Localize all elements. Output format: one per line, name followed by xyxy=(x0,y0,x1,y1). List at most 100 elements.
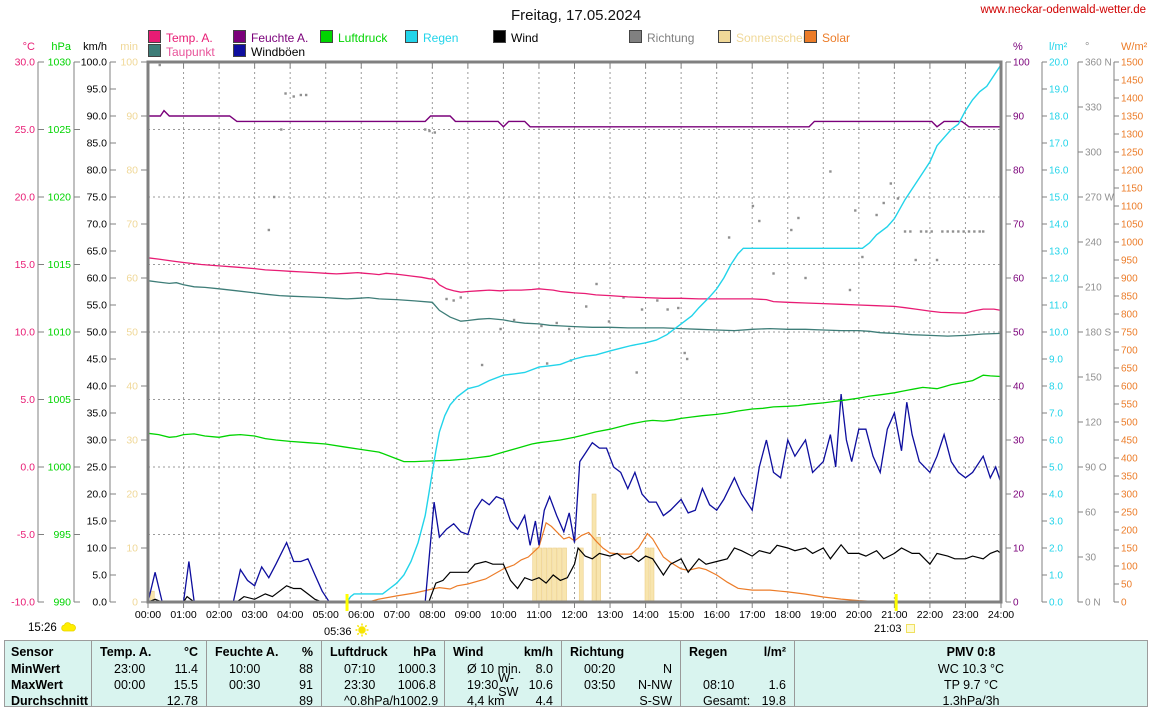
svg-text:1100: 1100 xyxy=(1121,202,1143,213)
x-tick-label: 08:00 xyxy=(419,609,446,621)
svg-text:360 N: 360 N xyxy=(1085,58,1112,69)
x-tick-label: 06:00 xyxy=(348,609,375,621)
stats-value-row: 07:10 1000.3 xyxy=(344,662,436,676)
svg-text:10: 10 xyxy=(126,543,138,555)
svg-text:500: 500 xyxy=(1121,418,1138,429)
stats-row-headers: Sensor MinWert MaxWert Durchschnitt xyxy=(5,641,91,708)
x-tick-label: 19:00 xyxy=(810,609,837,621)
stats-value-row: 89 xyxy=(299,694,313,708)
series-taupunkt xyxy=(147,280,1002,337)
svg-text:3.0: 3.0 xyxy=(1049,517,1063,528)
svg-text:100: 100 xyxy=(1013,58,1030,69)
row-header: MinWert xyxy=(11,662,61,676)
svg-text:0.0: 0.0 xyxy=(20,462,35,474)
svg-text:350: 350 xyxy=(1121,472,1138,483)
plot-frame xyxy=(146,60,1003,608)
stats-value-row: 00:20 N xyxy=(584,662,672,676)
svg-text:80.0: 80.0 xyxy=(87,165,108,177)
legend-swatch xyxy=(233,30,246,43)
legend-swatch xyxy=(320,30,333,43)
stats-value-row: Ø 10 min. 8.0 xyxy=(467,662,553,676)
svg-text:550: 550 xyxy=(1121,400,1138,411)
svg-text:-10.0: -10.0 xyxy=(11,597,35,609)
svg-text:600: 600 xyxy=(1121,382,1138,393)
axis-unit-lm2: l/m² xyxy=(1049,41,1068,53)
svg-text:16.0: 16.0 xyxy=(1049,166,1069,177)
stats-col-header: Temp. A. °C xyxy=(100,645,198,659)
x-tick-label: 21:00 xyxy=(881,609,908,621)
grid-lines xyxy=(148,62,1001,602)
axis-unit-temp: °C xyxy=(23,41,35,53)
svg-text:19.0: 19.0 xyxy=(1049,85,1069,96)
svg-text:40: 40 xyxy=(126,381,138,393)
legend-label: Luftdruck xyxy=(338,31,388,45)
stats-value-row: 03:50 N-NW xyxy=(584,678,672,692)
svg-text:70.0: 70.0 xyxy=(87,219,108,231)
legend-item-feuchte-a-: Feuchte A. xyxy=(233,30,308,45)
stats-value-row: S-SW xyxy=(639,694,672,708)
sunrise-time-label: 05:36 xyxy=(324,626,352,638)
svg-text:40: 40 xyxy=(1013,382,1025,393)
website-link[interactable]: www.neckar-odenwald-wetter.de xyxy=(980,4,1146,16)
legend-item-wind: Wind xyxy=(493,30,538,45)
svg-text:4.0: 4.0 xyxy=(1049,490,1063,501)
svg-text:20: 20 xyxy=(126,489,138,501)
svg-text:35.0: 35.0 xyxy=(87,408,108,420)
svg-text:1050: 1050 xyxy=(1121,220,1144,231)
svg-text:60: 60 xyxy=(1085,508,1097,519)
stats-value-row: 23:30 1006.8 xyxy=(344,678,436,692)
legend-item-temp-a-: Temp. A. xyxy=(148,30,213,45)
svg-text:0.0: 0.0 xyxy=(1049,598,1063,609)
svg-text:60.0: 60.0 xyxy=(87,273,108,285)
svg-text:65.0: 65.0 xyxy=(87,246,108,258)
x-axis-labels: 00:00 01:00 02:00 03:00 04:00 05:00 06:00 07:00… xyxy=(0,609,1152,623)
svg-text:180 S: 180 S xyxy=(1085,328,1111,339)
sunset-time-label: 21:03 xyxy=(874,623,902,635)
axis-hpa: 1030 1025 1020 1015 1010 1005 1000 995 990 hPa xyxy=(48,41,80,609)
x-tick-label: 03:00 xyxy=(241,609,268,621)
stats-value-row: 10:00 88 xyxy=(229,662,313,676)
svg-text:11.0: 11.0 xyxy=(1049,301,1068,312)
sunset-time: 21:03 xyxy=(874,623,916,635)
svg-text:1010: 1010 xyxy=(48,327,72,339)
stats-col-pmv-0-8: PMV 0:8 WC 10.3 °C TP 9.7 °C 1.3hPa/3h xyxy=(794,641,1147,708)
axis-kmh: 100.0 95.0 90.0 85.0 80.0 75.0 70.0 65.0 60.0 55.… xyxy=(81,41,116,609)
svg-text:1500: 1500 xyxy=(1121,58,1144,69)
svg-text:50.0: 50.0 xyxy=(87,327,108,339)
svg-text:90: 90 xyxy=(126,111,138,123)
svg-text:12.0: 12.0 xyxy=(1049,274,1069,285)
svg-text:20.0: 20.0 xyxy=(15,192,36,204)
stats-value-row: 4,4 km 4.4 xyxy=(467,694,553,708)
svg-text:50: 50 xyxy=(1013,328,1025,339)
x-tick-label: 22:00 xyxy=(916,609,944,621)
x-tick-label: 00:00 xyxy=(134,609,162,621)
axis-deg: 360 N 330 300 270 W 240 210 180 S 150 120 90 O 60 3… xyxy=(1077,41,1114,609)
svg-text:17.0: 17.0 xyxy=(1049,139,1069,150)
x-tick-label: 05:00 xyxy=(312,609,339,621)
x-tick-label: 16:00 xyxy=(703,609,730,621)
svg-text:0.0: 0.0 xyxy=(92,597,107,609)
svg-text:85.0: 85.0 xyxy=(87,138,108,150)
stats-col-header: Regen l/m² xyxy=(689,645,786,659)
x-tick-label: 15:00 xyxy=(667,609,695,621)
stats-col-header: Wind km/h xyxy=(453,645,553,659)
axis-unit-pct: % xyxy=(1013,41,1023,53)
stats-col-richtung: Richtung 00:20 N 03:50 N-NW S-SW xyxy=(561,641,680,708)
x-tick-label: 11:00 xyxy=(526,609,552,621)
svg-text:20.0: 20.0 xyxy=(1049,58,1069,69)
svg-text:995: 995 xyxy=(53,529,71,541)
series-solar xyxy=(368,521,888,603)
svg-text:0 N: 0 N xyxy=(1085,598,1101,609)
svg-text:750: 750 xyxy=(1121,328,1138,339)
svg-text:90: 90 xyxy=(1013,112,1025,123)
svg-text:1030: 1030 xyxy=(48,57,72,69)
svg-text:75.0: 75.0 xyxy=(87,192,108,204)
svg-text:30: 30 xyxy=(126,435,138,447)
stats-value-row: 00:00 15.5 xyxy=(114,678,198,692)
series-regen xyxy=(148,64,1002,603)
stats-col-luftdruck: Luftdruck hPa 07:10 1000.3 23:30 1006.8 ^0.8hP… xyxy=(321,641,444,708)
svg-text:0: 0 xyxy=(1013,598,1019,609)
stats-value-row: ^0.8hPa/h 1002.9 xyxy=(344,694,439,708)
